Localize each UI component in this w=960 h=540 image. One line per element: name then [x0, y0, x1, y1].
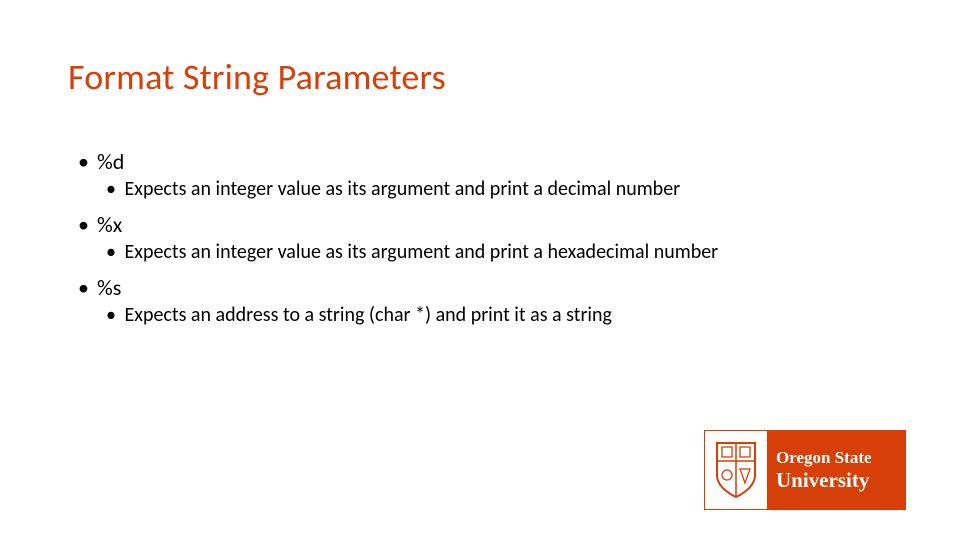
slide: Format String Parameters • %d • Expects … — [0, 0, 960, 540]
logo-crest-icon — [705, 431, 768, 509]
bullet-lvl2-label: Expects an integer value as its argument… — [125, 177, 681, 201]
logo-line1: Oregon State — [776, 449, 905, 467]
bullet-lvl1: • %s — [78, 274, 900, 301]
bullet-dot-icon: • — [78, 148, 92, 175]
bullet-dot-icon: • — [106, 177, 120, 201]
bullet-lvl2-label: Expects an integer value as its argument… — [125, 240, 719, 264]
bullet-dot-icon: • — [106, 303, 120, 327]
bullet-dot-icon: • — [78, 274, 92, 301]
bullet-lvl1: • %d — [78, 148, 900, 175]
bullet-lvl1: • %x — [78, 211, 900, 238]
content-area: • %d • Expects an integer value as its a… — [78, 140, 900, 337]
bullet-lvl2: • Expects an address to a string (char *… — [106, 303, 900, 327]
bullet-dot-icon: • — [106, 240, 120, 264]
university-logo: Oregon State University — [704, 430, 906, 510]
slide-title: Format String Parameters — [68, 55, 446, 99]
bullet-lvl2: • Expects an integer value as its argume… — [106, 240, 900, 264]
bullet-lvl1-label: %d — [97, 148, 124, 175]
bullet-lvl1-label: %s — [97, 274, 121, 301]
bullet-lvl1-label: %x — [97, 211, 122, 238]
logo-text: Oregon State University — [768, 431, 905, 509]
logo-line2: University — [776, 469, 905, 491]
bullet-lvl2-label: Expects an address to a string (char *) … — [125, 303, 612, 327]
bullet-lvl2: • Expects an integer value as its argume… — [106, 177, 900, 201]
bullet-dot-icon: • — [78, 211, 92, 238]
